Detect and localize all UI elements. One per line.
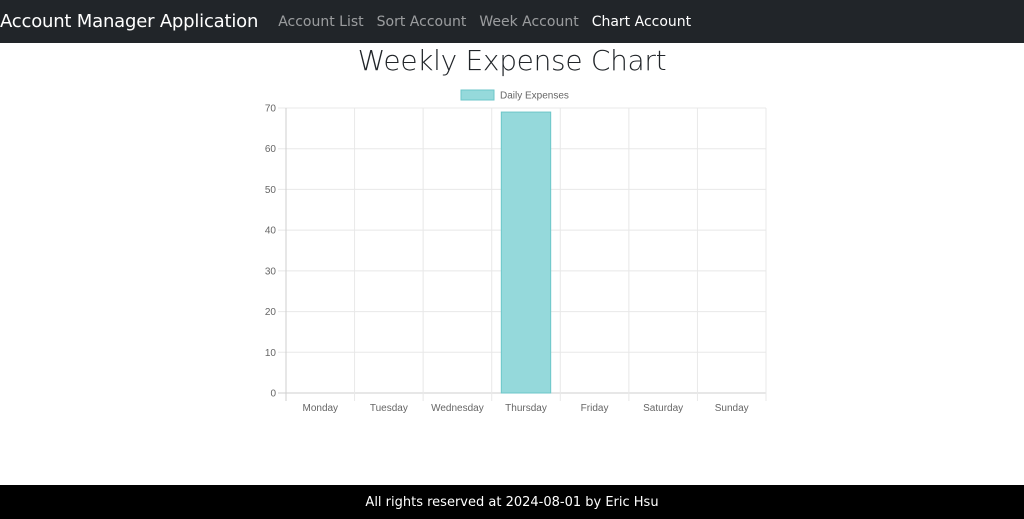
top-navbar: Account Manager Application Account List… [0, 0, 1024, 43]
bar-thursday [500, 111, 552, 394]
x-tick-label: Tuesday [370, 403, 408, 414]
x-tick-label: Wednesday [431, 403, 484, 414]
nav-link-chart-account[interactable]: Chart Account [591, 13, 692, 30]
y-tick-label: 0 [270, 389, 276, 400]
x-tick-label: Sunday [715, 403, 749, 414]
x-tick-label: Friday [581, 403, 609, 414]
y-tick-label: 40 [265, 226, 277, 237]
legend-swatch [460, 89, 495, 101]
y-tick-label: 60 [265, 144, 277, 155]
nav-link-account-list[interactable]: Account List [278, 13, 364, 30]
y-tick-label: 50 [265, 185, 277, 196]
page-title: Weekly Expense Chart [357, 44, 667, 77]
weekly-expense-chart: 0 10 20 30 40 50 60 70 Monday Tuesday Wednesday Thu… [265, 89, 767, 414]
x-tick-label: Monday [302, 403, 338, 414]
x-tick-label: Thursday [505, 403, 547, 414]
legend-label: Daily Expenses [500, 91, 569, 102]
x-tick-label: Saturday [643, 403, 683, 414]
nav-link-week-account[interactable]: Week Account [479, 13, 579, 30]
app-brand[interactable]: Account Manager Application [0, 11, 259, 32]
y-tick-label: 30 [265, 266, 277, 277]
footer: All rights reserved at 2024-08-01 by Eri… [0, 485, 1024, 519]
y-tick-label: 20 [265, 307, 277, 318]
nav-link-sort-account[interactable]: Sort Account [376, 13, 467, 30]
footer-text: All rights reserved at 2024-08-01 by Eri… [365, 494, 659, 510]
y-tick-label: 70 [265, 104, 277, 115]
y-tick-label: 10 [265, 348, 277, 359]
